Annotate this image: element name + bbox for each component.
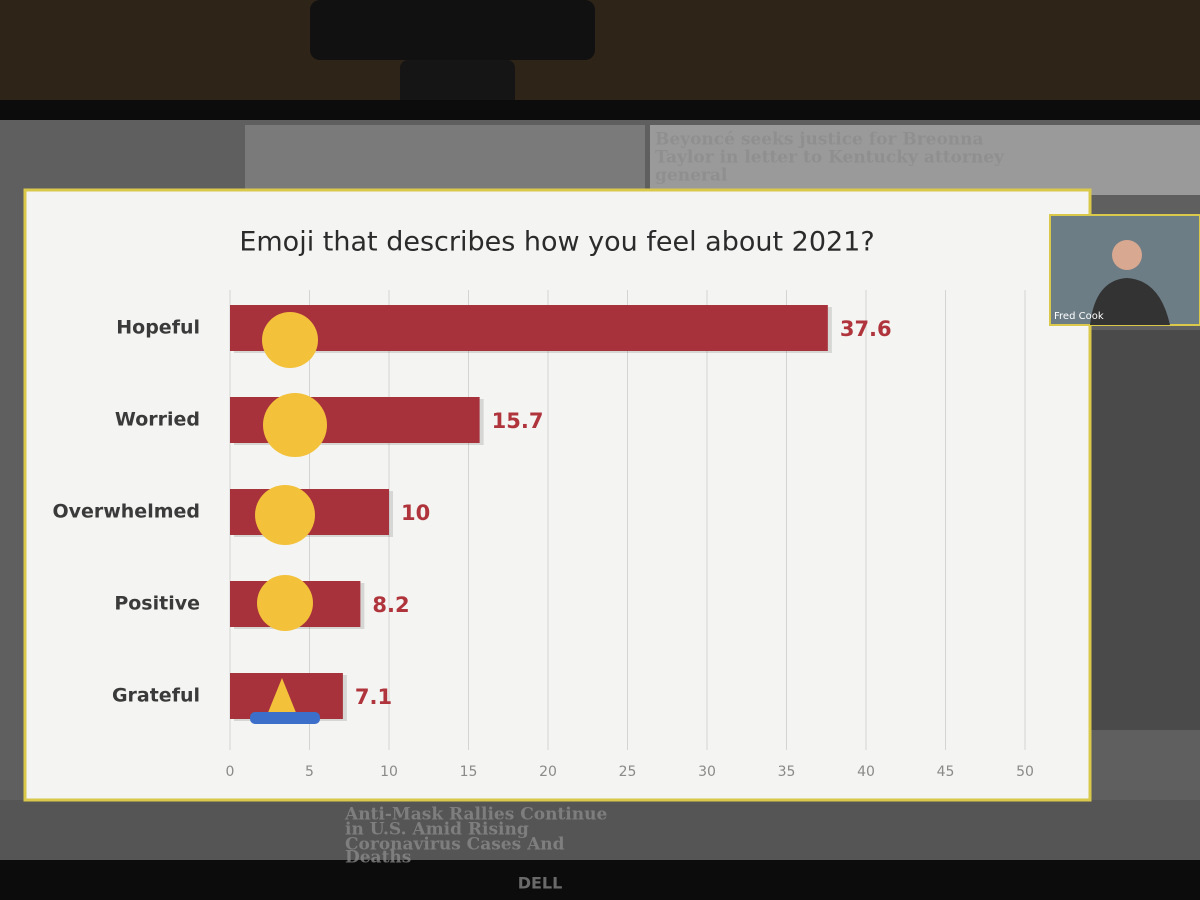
x-tick-label: 35 <box>778 764 796 780</box>
x-tick-label: 20 <box>539 764 557 780</box>
emoji <box>255 485 315 545</box>
value-label: 8.2 <box>372 593 409 617</box>
x-tick-label: 25 <box>619 764 637 780</box>
chart-title: Emoji that describes how you feel about … <box>239 227 874 258</box>
monitor-brand: DELL <box>518 874 563 893</box>
y-tick-label: Worried <box>115 409 200 431</box>
webcam <box>310 0 595 60</box>
x-tick-label: 30 <box>698 764 716 780</box>
headline: general <box>655 166 728 186</box>
background-strip <box>0 800 1200 860</box>
background-photo <box>1080 330 1200 730</box>
x-tick-label: 5 <box>305 764 314 780</box>
x-tick-label: 0 <box>226 764 235 780</box>
emoji-icons <box>250 312 327 724</box>
value-label: 37.6 <box>840 317 892 341</box>
headline: Coronavirus Cases And <box>345 835 565 855</box>
headline: Anti-Mask Rallies Continue <box>344 805 607 825</box>
emoji <box>265 678 299 720</box>
x-tick-label: 40 <box>857 764 875 780</box>
y-tick-label: Grateful <box>112 685 200 707</box>
headline: Taylor in letter to Kentucky attorney <box>655 148 1005 168</box>
y-tick-label: Overwhelmed <box>52 501 200 523</box>
participant-body <box>1090 278 1170 325</box>
y-tick-label: Hopeful <box>116 317 200 339</box>
emoji <box>257 575 313 631</box>
x-tick-label: 15 <box>460 764 478 780</box>
x-tick-label: 10 <box>380 764 398 780</box>
x-tick-label: 50 <box>1016 764 1034 780</box>
emoji-sleeve <box>250 712 320 724</box>
value-label: 15.7 <box>492 409 544 433</box>
background-article <box>650 125 1200 195</box>
emoji <box>262 312 318 368</box>
y-tick-label: Positive <box>114 593 200 615</box>
value-label: 7.1 <box>355 685 392 709</box>
emoji <box>263 393 327 457</box>
participant-head <box>1112 240 1142 270</box>
slide <box>23 188 1092 802</box>
value-label: 10 <box>401 501 430 525</box>
x-tick-label: 45 <box>937 764 955 780</box>
headline: Deaths <box>345 848 411 868</box>
headline: in U.S. Amid Rising <box>345 820 529 840</box>
background-photo <box>245 125 645 195</box>
bar <box>230 305 828 351</box>
headline: Beyoncé seeks justice for Breonna <box>655 130 984 150</box>
participant-name: Fred Cook <box>1054 311 1104 322</box>
